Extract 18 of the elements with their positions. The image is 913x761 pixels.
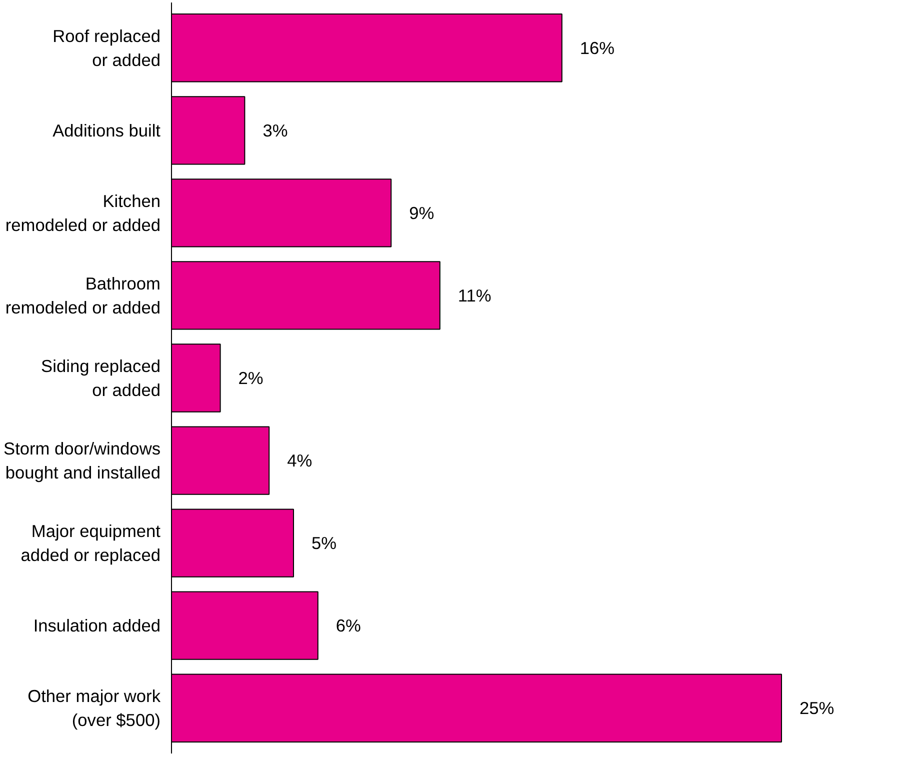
y-tick-label: Siding replaced or added <box>41 356 161 400</box>
y-tick-label: Roof replaced or added <box>52 26 161 70</box>
y-tick-label: Additions built <box>52 120 161 140</box>
data-label: 6% <box>336 616 361 636</box>
y-tick-label: Insulation added <box>33 616 161 636</box>
data-label: 11% <box>458 285 492 306</box>
y-tick-label: Bathroom remodeled or added <box>5 273 161 318</box>
data-label: 9% <box>409 202 434 223</box>
y-tick-label: Storm door/windows bought and installed <box>4 438 161 483</box>
y-tick-label: Major equipment added or replaced <box>20 521 161 566</box>
y-tick-label: Kitchen remodeled or added <box>5 190 161 235</box>
data-label: 16% <box>580 38 615 58</box>
data-label: 3% <box>262 120 288 140</box>
data-label: 5% <box>312 533 337 554</box>
data-label: 4% <box>287 450 312 471</box>
data-label: 25% <box>800 698 834 718</box>
data-label: 2% <box>238 368 264 388</box>
y-tick-label: Other major work (over $500) <box>28 686 161 730</box>
